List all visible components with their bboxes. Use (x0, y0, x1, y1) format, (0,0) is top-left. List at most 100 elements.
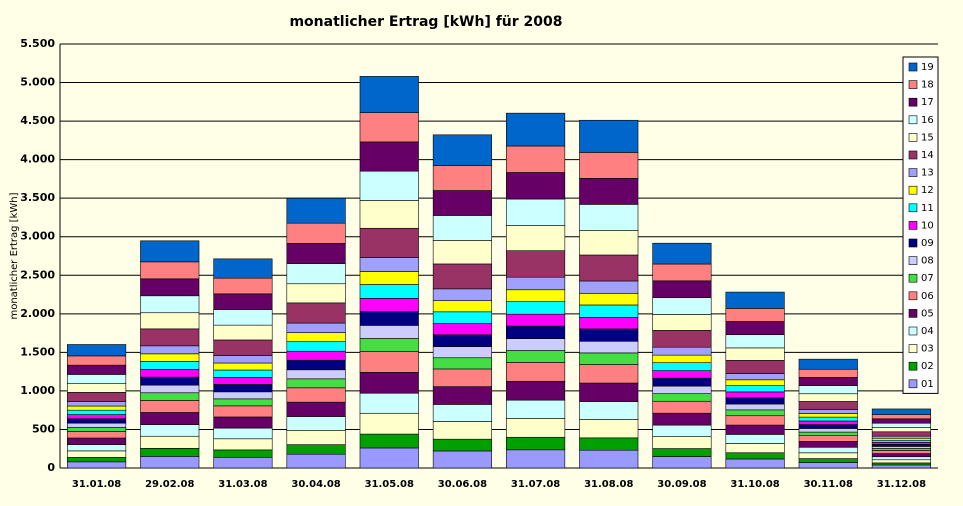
bar-segment (140, 424, 200, 437)
x-tick-label: 30.09.08 (657, 479, 706, 490)
bar-segment (286, 322, 346, 333)
bar-segment (506, 145, 566, 173)
bar-segment (213, 277, 273, 295)
bar-segment (652, 436, 712, 449)
bar-segment (579, 119, 639, 153)
bar-segment (579, 340, 639, 354)
legend-label: 03 (921, 344, 934, 355)
bar-segment (213, 258, 273, 279)
bar-segment (798, 462, 858, 469)
bar-segment (798, 435, 858, 442)
y-tick-label: 5.500 (20, 37, 55, 50)
bar-segment (67, 344, 127, 357)
bar-segment (871, 414, 931, 420)
bar-segment (140, 295, 200, 314)
bar-segment (359, 325, 419, 339)
legend-label: 12 (921, 185, 934, 196)
bar-segment (652, 280, 712, 298)
bar-segment (140, 456, 200, 469)
x-tick-label: 30.04.08 (291, 479, 340, 490)
bar-segment (213, 362, 273, 371)
bar-segment (652, 346, 712, 356)
bar-segment (67, 461, 127, 469)
bar-segment (798, 441, 858, 448)
bar-segment (213, 427, 273, 440)
bar-segment (652, 297, 712, 315)
bar-segment (286, 369, 346, 380)
legend-label: 17 (921, 97, 934, 108)
bar-segment (432, 404, 492, 422)
bar-segment (725, 347, 785, 361)
bar-segment (798, 385, 858, 395)
bar-segment (506, 350, 566, 363)
bar-segment (798, 401, 858, 410)
bar-segment (725, 443, 785, 454)
bar-segment (579, 316, 639, 330)
legend-label: 02 (921, 361, 934, 372)
legend-label: 07 (921, 273, 934, 284)
bar-segment (432, 386, 492, 405)
x-tick-label: 29.02.08 (145, 479, 194, 490)
bar-segment (140, 435, 200, 449)
legend-swatch (908, 221, 918, 230)
bar-segment (652, 424, 712, 437)
bar-segment (432, 346, 492, 359)
bar-segment (871, 418, 931, 424)
bar-segment (213, 405, 273, 418)
y-tick-label: 3.000 (20, 230, 55, 243)
bar-segment (725, 321, 785, 336)
bar-segment (286, 387, 346, 403)
x-tick-label: 31.10.08 (730, 479, 779, 490)
bar-segment (652, 456, 712, 469)
bar-segment (286, 332, 346, 342)
bar-segment (359, 447, 419, 469)
bar-segment (432, 190, 492, 216)
bar-segment (506, 198, 566, 226)
bar-segment (140, 384, 200, 394)
bar-segment (140, 376, 200, 386)
bar-segment (798, 413, 858, 418)
bar-segment (67, 364, 127, 375)
bar-segment (286, 416, 346, 431)
bar-segment (359, 338, 419, 352)
bar-segment (213, 377, 273, 385)
bar-segment (579, 328, 639, 342)
chart-title: monatlicher Ertrag [kWh] für 2008 (289, 14, 562, 30)
bar-segment (67, 392, 127, 402)
x-tick-label: 30.06.08 (438, 479, 487, 490)
bar-segment (359, 372, 419, 394)
bar-segment (506, 225, 566, 251)
legend-label: 13 (921, 168, 934, 179)
bar-segment (506, 112, 566, 147)
bar-segment (871, 437, 931, 441)
bar-segment (140, 328, 200, 347)
bar-segment (432, 215, 492, 241)
bar-segment (286, 222, 346, 244)
bar-segment (432, 288, 492, 301)
bar-segment (286, 197, 346, 224)
bar-segment (432, 311, 492, 324)
bar-segment (359, 257, 419, 272)
bar-segment (506, 418, 566, 438)
bar-segment (871, 439, 931, 443)
legend-swatch (908, 168, 918, 177)
y-tick-label: 1.500 (20, 345, 55, 358)
bar-segment (140, 412, 200, 425)
bar-segment (871, 444, 931, 447)
bar-segment (506, 250, 566, 278)
bar-segment (579, 364, 639, 384)
legend-label: 06 (921, 291, 934, 302)
bar-segment (506, 436, 566, 451)
bar-segment (432, 357, 492, 370)
bar-segment (798, 428, 858, 433)
bar-segment (140, 345, 200, 355)
bar-segment (652, 393, 712, 402)
bar-segment (213, 391, 273, 400)
bar-segment (798, 416, 858, 422)
y-tick-label: 3.500 (20, 191, 55, 204)
bar-segment (725, 385, 785, 393)
bar-segment (67, 405, 127, 411)
bar-segment (140, 240, 200, 263)
legend-label: 16 (921, 115, 934, 126)
bar-segment (798, 424, 858, 429)
